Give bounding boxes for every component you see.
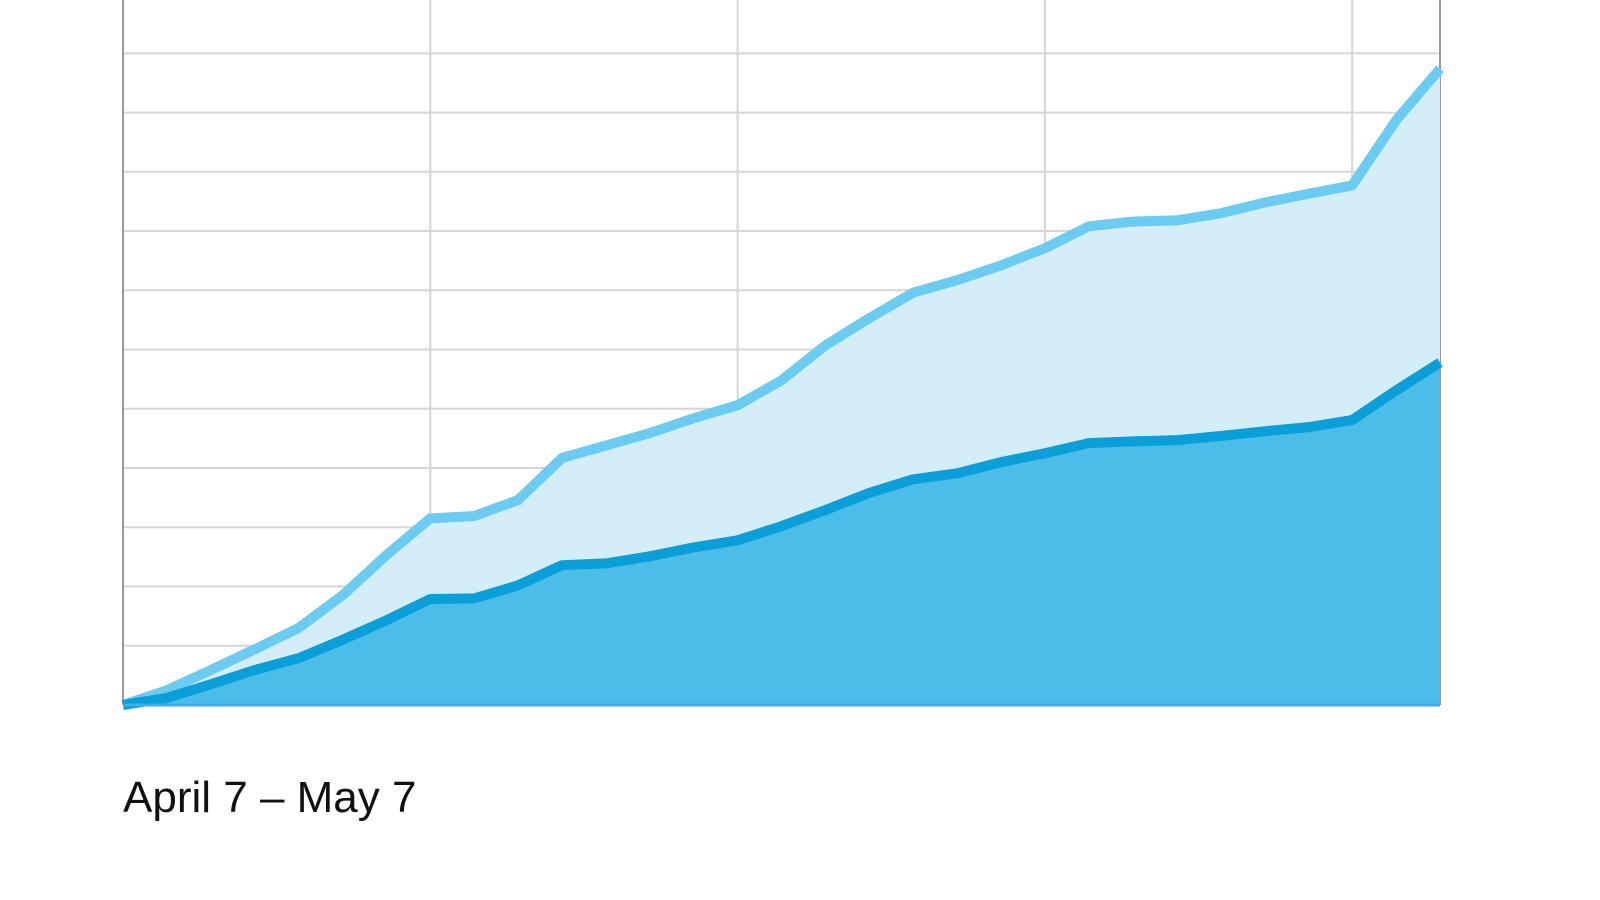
area-fill	[123, 362, 1440, 705]
series-line	[121, 65, 1444, 710]
series-line	[122, 358, 1443, 710]
date-range: April 7 – May 7	[123, 773, 416, 822]
